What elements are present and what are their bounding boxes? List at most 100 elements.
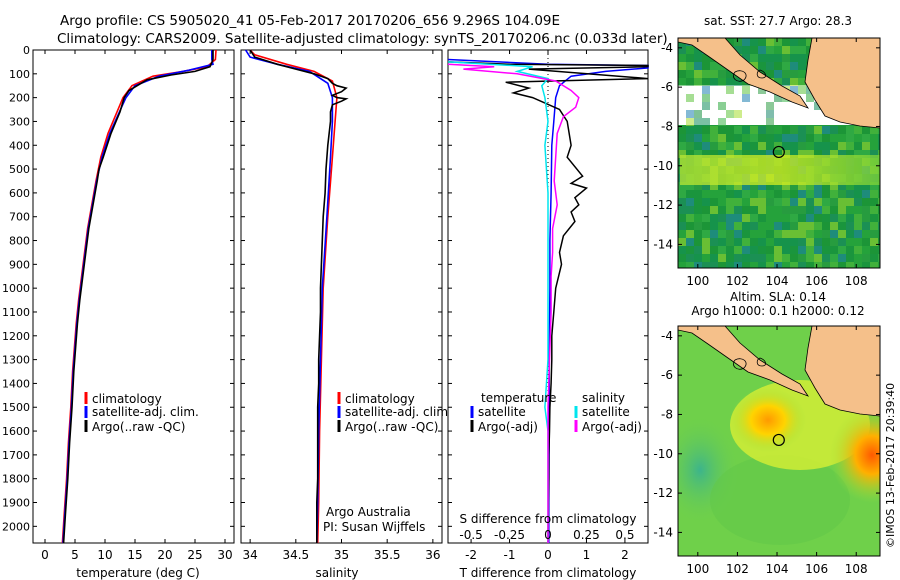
sst-pixel — [718, 126, 726, 134]
sst-pixel — [838, 230, 846, 238]
sst-pixel — [790, 86, 798, 94]
y-tick-label: 1100 — [2, 306, 30, 319]
sst-pixel — [766, 198, 774, 206]
sst-pixel — [862, 134, 870, 142]
sst-pixel — [734, 222, 742, 230]
sst-pixel — [686, 46, 694, 54]
sst-pixel — [814, 262, 822, 268]
sst-pixel — [686, 94, 694, 102]
sst-pixel — [806, 38, 814, 46]
sst-pixel — [782, 70, 790, 78]
sst-pixel — [702, 94, 710, 102]
sst-pixel — [790, 142, 798, 150]
sst-pixel — [846, 126, 854, 134]
sst-pixel — [814, 134, 822, 142]
sst-pixel — [694, 118, 702, 126]
sst-pixel — [806, 142, 814, 150]
sst-pixel — [806, 126, 814, 134]
sst-pixel — [694, 142, 702, 150]
sst-pixel — [694, 62, 702, 70]
map-y-tick-label: -14 — [653, 237, 673, 251]
sst-pixel — [806, 238, 814, 246]
sst-pixel — [678, 54, 686, 62]
sst-pixel — [854, 262, 862, 268]
sst-pixel — [870, 222, 878, 230]
sst-pixel — [686, 222, 694, 230]
sst-pixel — [750, 254, 758, 262]
x-tick-label: 15 — [127, 548, 142, 562]
sst-pixel — [830, 222, 838, 230]
s-tick-label: -0.5 — [459, 528, 482, 542]
sst-pixel — [766, 102, 774, 110]
sst-pixel — [814, 150, 822, 158]
sst-pixel — [790, 126, 798, 134]
sst-pixel — [806, 246, 814, 254]
sst-pixel — [830, 198, 838, 206]
map-x-tick-label: 100 — [686, 274, 709, 288]
sst-pixel — [822, 238, 830, 246]
legend-label-t-argo: Argo(-adj) — [478, 420, 538, 434]
sst-pixel — [678, 62, 686, 70]
sst-pixel — [862, 246, 870, 254]
salinity-x-label: salinity — [315, 566, 358, 580]
sst-pixel — [734, 182, 742, 190]
x-tick-label: 35 — [334, 548, 349, 562]
y-tick-label: 800 — [9, 235, 30, 248]
sst-pixel — [758, 142, 766, 150]
sst-pixel — [854, 182, 862, 190]
sst-pixel — [838, 150, 846, 158]
y-tick-label: 1900 — [2, 497, 30, 510]
y-tick-label: 400 — [9, 139, 30, 152]
sst-pixel — [686, 118, 694, 126]
map-y-tick-label: -6 — [661, 80, 673, 94]
sla-argo-location-marker — [772, 433, 785, 447]
sst-pixel — [798, 62, 806, 70]
sst-pixel — [782, 182, 790, 190]
sst-pixel — [774, 214, 782, 222]
sst-pixel — [750, 126, 758, 134]
sst-argo-location-marker — [772, 145, 785, 159]
sst-pixel — [726, 86, 734, 94]
sst-pixel — [702, 134, 710, 142]
sst-pixel — [822, 206, 830, 214]
y-tick-label: 1500 — [2, 401, 30, 414]
sst-pixel — [726, 190, 734, 198]
sst-pixel — [734, 126, 742, 134]
sst-pixel — [798, 142, 806, 150]
sst-pixel — [742, 134, 750, 142]
sst-pixel — [718, 190, 726, 198]
sst-pixel — [678, 230, 686, 238]
sst-pixel — [710, 190, 718, 198]
sst-pixel — [774, 182, 782, 190]
sst-pixel — [798, 54, 806, 62]
sst-pixel — [758, 150, 766, 158]
sst-pixel — [814, 126, 822, 134]
sst-pixel — [790, 206, 798, 214]
sst-pixel — [854, 134, 862, 142]
sst-pixel — [766, 150, 774, 158]
sst-pixel — [782, 222, 790, 230]
sst-pixel — [686, 126, 694, 134]
sst-pixel — [742, 38, 750, 46]
sla-map-title-line2: Argo h1000: 0.1 h2000: 0.12 — [691, 304, 864, 318]
sst-pixel — [718, 118, 726, 126]
s-tick-label: 0.5 — [615, 528, 634, 542]
sst-pixel — [782, 46, 790, 54]
map-x-tick-label: 106 — [805, 274, 828, 288]
sst-pixel — [798, 86, 806, 94]
sst-pixel — [782, 198, 790, 206]
sst-pixel — [878, 142, 880, 150]
sst-pixel — [846, 262, 854, 268]
sst-pixel — [678, 150, 686, 158]
sst-pixel — [814, 254, 822, 262]
temperature-series — [61, 49, 217, 544]
sst-pixel — [862, 126, 870, 134]
sst-pixel — [798, 238, 806, 246]
sst-pixel — [854, 190, 862, 198]
sst-pixel — [774, 62, 782, 70]
sst-pixel — [830, 134, 838, 142]
sst-pixel — [878, 190, 880, 198]
sst-pixel — [694, 126, 702, 134]
sst-pixel — [710, 70, 718, 78]
sst-pixel — [790, 134, 798, 142]
